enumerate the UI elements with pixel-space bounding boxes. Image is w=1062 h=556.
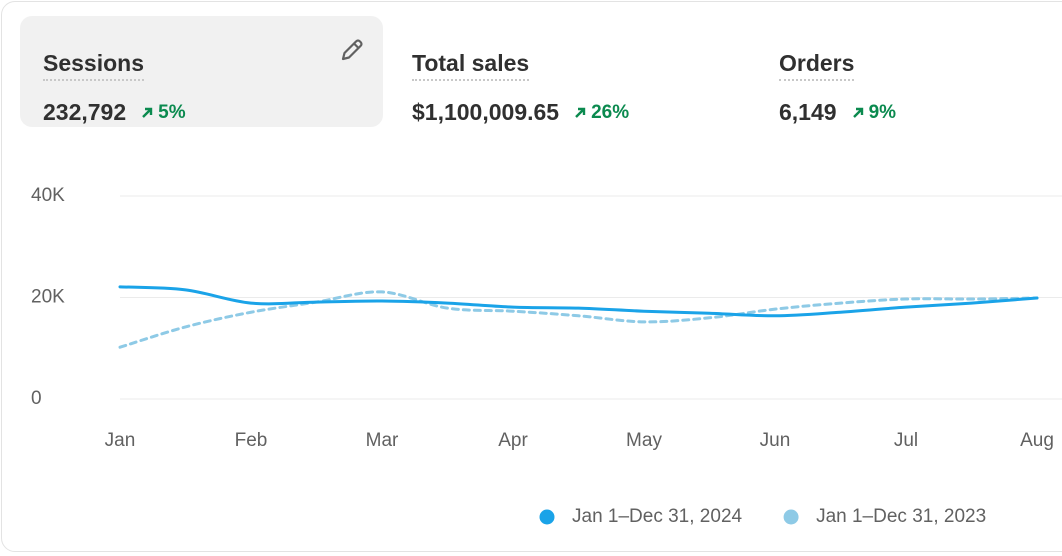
- metric-change: 26%: [591, 101, 630, 123]
- metric-tile[interactable]: Sessions 232,792 5%: [20, 16, 383, 127]
- legend-label: Jan 1–Dec 31, 2024: [572, 506, 743, 527]
- metric-title: Orders: [779, 50, 855, 81]
- metric-change: 9%: [868, 101, 897, 123]
- x-tick-label: Jan: [105, 430, 136, 451]
- y-tick-label: 20K: [31, 287, 65, 308]
- legend-marker: [783, 509, 799, 525]
- y-tick-label: 0: [31, 388, 42, 409]
- series-line: [118, 285, 1039, 318]
- y-tick-label: 40K: [31, 185, 65, 206]
- metric-tile[interactable]: Orders 6,149 9%: [756, 16, 1056, 127]
- series-line: [118, 290, 1039, 349]
- up-arrow: [575, 107, 586, 118]
- x-tick-label: Jul: [894, 430, 918, 451]
- up-arrow: [142, 107, 153, 118]
- metric-row: 6,149 9%: [779, 99, 896, 126]
- legend-label: Jan 1–Dec 31, 2023: [816, 506, 986, 527]
- metric-row: $1,100,009.65 26%: [412, 99, 629, 126]
- up-arrow: [852, 107, 863, 118]
- legend-marker: [539, 509, 555, 525]
- x-tick-label: Feb: [235, 430, 268, 451]
- metric-title: Total sales: [412, 50, 530, 81]
- metric-tile[interactable]: Total sales $1,100,009.65 26%: [389, 16, 749, 127]
- x-tick-label: Aug: [1020, 430, 1054, 451]
- metric-title: Sessions: [43, 50, 144, 81]
- edit-icon[interactable]: [338, 36, 366, 64]
- x-tick-label: May: [626, 430, 662, 451]
- x-tick-label: Apr: [498, 430, 528, 451]
- metric-value: $1,100,009.65: [412, 99, 560, 125]
- metric-value: 232,792: [43, 99, 127, 125]
- x-tick-label: Jun: [760, 430, 791, 451]
- metric-value: 6,149: [779, 99, 837, 125]
- metric-row: 232,792 5%: [43, 99, 186, 126]
- x-tick-label: Mar: [366, 430, 399, 451]
- metric-change: 5%: [158, 101, 186, 123]
